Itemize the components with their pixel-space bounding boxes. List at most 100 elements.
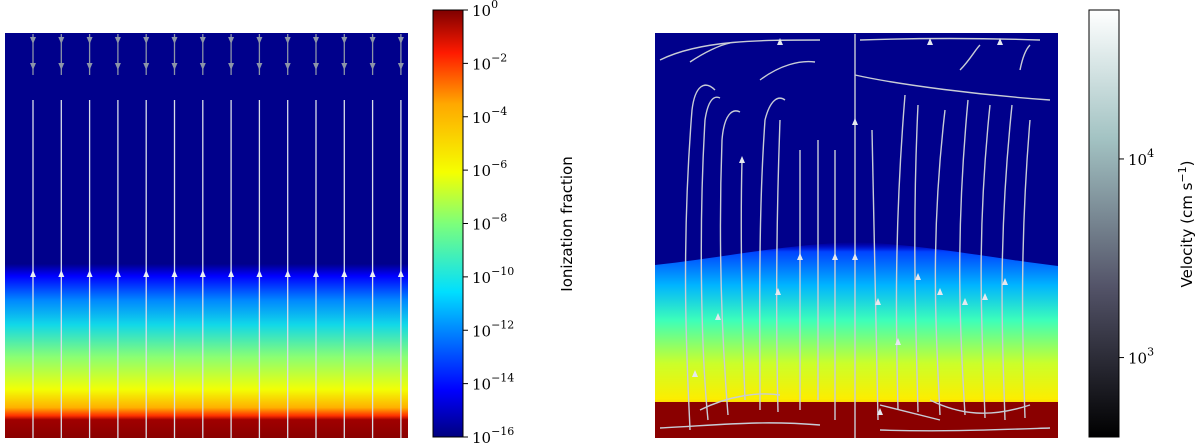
ionization-colorbar-tick-label-5: 10−10 [472,265,514,287]
right-panel [655,33,1058,438]
left-arrow-top-7 [228,37,235,44]
left-arrow-top2-3 [114,63,121,70]
right-heatmap-bottom-band [655,402,1058,438]
left-arrow-top-6 [199,37,206,44]
right-streamline-13 [934,109,946,416]
right-streamline-27 [699,393,781,411]
right-arrow-13 [852,118,858,125]
ionization-colorbar-tick-label-1: 10−2 [472,51,507,73]
velocity-colorbar-gradient [1088,9,1120,438]
right-arrow-15 [877,408,883,415]
right-arrow-18 [997,38,1003,45]
left-arrow-2 [86,270,93,277]
right-heatmap-front [655,242,1058,438]
left-arrow-top-8 [256,37,263,44]
right-arrow-2 [832,253,838,260]
left-panel [5,33,408,438]
right-arrow-3 [852,253,858,260]
left-arrow-9 [284,270,291,277]
right-arrow-8 [962,298,968,305]
left-arrow-top-2 [86,37,93,44]
left-arrow-top2-9 [284,63,291,70]
ionization-colorbar: 10010−210−410−610−810−1010−1210−1410−16 … [432,0,576,447]
left-arrow-top2-5 [171,63,178,70]
left-arrow-top2-11 [341,63,348,70]
left-streamlines [30,34,404,438]
right-streamline-21 [759,60,816,81]
left-arrow-top-3 [114,37,121,44]
left-arrow-0 [30,270,36,277]
right-streamline-17 [1021,119,1031,419]
ionization-colorbar-label: Ionization fraction [558,156,576,291]
left-arrow-top2-13 [397,63,404,70]
right-arrow-9 [982,293,988,300]
left-arrow-top-0 [30,37,36,44]
left-heatmap [5,33,408,438]
right-streamline-2 [719,110,741,416]
right-streamline-26 [879,427,1051,432]
right-streamlines [659,34,1051,438]
velocity-colorbar-label: Velocity (cm s−1) [1176,161,1196,288]
right-streamline-15 [980,104,991,419]
left-arrow-3 [114,270,121,277]
right-streamline-28 [929,399,1031,414]
right-streamline-10 [871,129,879,421]
ionization-colorbar-tick-label-0: 100 [472,0,498,20]
left-arrow-5 [171,270,178,277]
ionization-colorbar-tick-label-6: 10−12 [472,318,514,340]
velocity-colorbar: 104 103 Velocity (cm s−1) [1088,9,1196,438]
right-streamline-24 [1019,44,1031,71]
right-streamline-3 [740,159,746,401]
right-streamline-0 [684,84,716,431]
right-arrow-10 [1002,278,1008,285]
ionization-colorbar-tick-label-2: 10−4 [472,105,507,127]
left-arrow-top2-12 [369,63,376,70]
ionization-colorbar-gradient [432,9,464,438]
right-arrow-7 [937,288,943,295]
right-arrow-12 [775,288,781,295]
right-streamline-19 [859,37,1041,41]
right-streamline-11 [895,94,906,411]
left-arrow-top2-4 [143,63,150,70]
left-arrow-top-11 [341,37,348,44]
ionization-colorbar-tick-label-4: 10−8 [472,212,507,234]
left-arrow-top-12 [369,37,376,44]
left-arrow-top2-8 [256,63,263,70]
left-arrow-7 [228,270,235,277]
right-streamline-25 [659,422,821,429]
left-arrow-top-9 [284,37,291,44]
left-arrow-8 [256,270,263,277]
left-arrow-top2-7 [228,63,235,70]
ionization-colorbar-tick-label-3: 10−6 [472,158,507,180]
right-streamline-20 [854,74,1051,101]
ionization-colorbar-tick-label-7: 10−14 [472,372,514,394]
left-arrow-top-1 [58,37,65,44]
right-streamline-14 [959,99,969,416]
right-streamline-29 [879,404,941,421]
velocity-colorbar-tick-label-0: 104 [1128,147,1154,169]
left-arrow-12 [369,270,376,277]
right-streamline-18 [659,39,821,61]
right-streamline-5 [775,119,781,413]
left-arrow-13 [397,270,404,277]
right-arrow-17 [927,38,933,45]
right-arrow-5 [895,338,901,345]
left-arrow-4 [143,270,150,277]
right-streamline-12 [914,104,919,413]
right-arrow-1 [797,253,803,260]
left-arrow-top2-6 [199,63,206,70]
right-streamline-23 [959,44,981,71]
right-streamline-4 [759,97,786,411]
ionization-colorbar-tick-label-8: 10−16 [472,425,514,447]
right-arrow-6 [915,273,921,280]
left-arrow-1 [58,270,65,277]
left-arrow-top2-1 [58,63,65,70]
left-arrow-top2-2 [86,63,93,70]
left-arrow-top-4 [143,37,150,44]
right-streamline-16 [1001,104,1013,421]
right-arrow-0 [739,156,745,163]
left-arrow-11 [341,270,348,277]
right-streamline-1 [700,96,721,421]
right-streamline-22 [689,42,731,63]
